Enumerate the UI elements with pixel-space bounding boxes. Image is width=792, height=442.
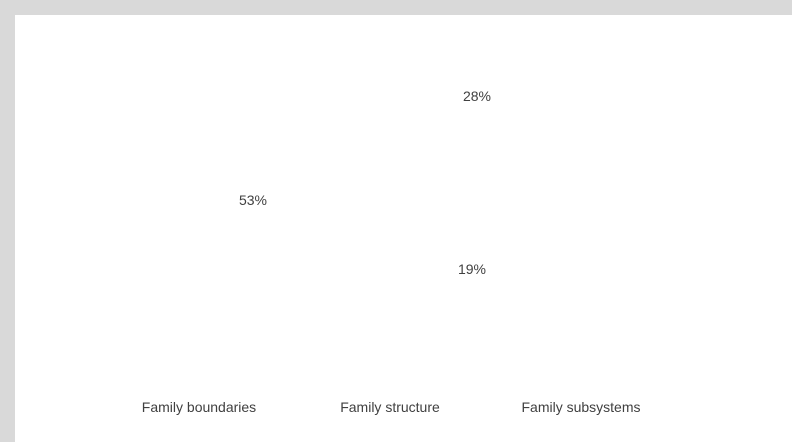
pie-slice-1 [353,60,520,340]
pie-slices [240,60,520,340]
data-labels: 53% 19% 28% [239,88,491,277]
pie-slice-2 [242,200,380,338]
frame-border-left [0,0,15,442]
data-label-1: 53% [239,192,267,208]
legend-entry-1: Family boundaries [142,399,256,415]
pie-slice-3 [240,60,380,227]
data-label-3: 28% [463,88,491,104]
data-label-2: 19% [458,261,486,277]
legend: Family boundaries Family structure Family … [142,399,641,415]
legend-entry-3: Family subsystems [521,399,640,415]
legend-entry-2: Family structure [340,399,440,415]
frame-border-top [0,0,792,15]
